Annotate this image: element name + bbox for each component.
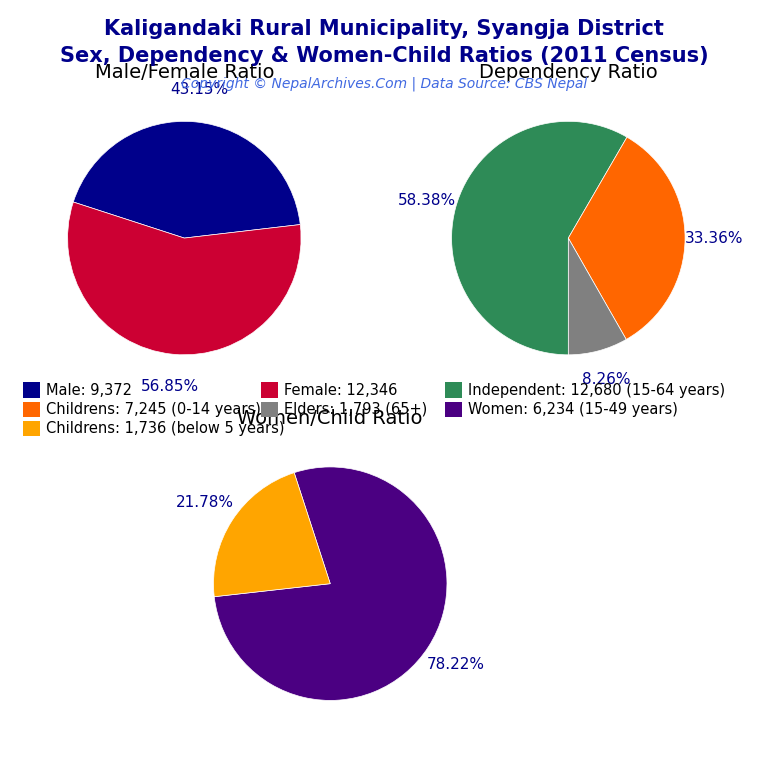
Title: Women/Child Ratio: Women/Child Ratio xyxy=(237,409,423,428)
Text: Female: 12,346: Female: 12,346 xyxy=(284,382,398,398)
Wedge shape xyxy=(214,472,330,597)
Text: 43.15%: 43.15% xyxy=(170,82,228,97)
Title: Dependency Ratio: Dependency Ratio xyxy=(479,63,657,82)
Text: 56.85%: 56.85% xyxy=(141,379,199,394)
Text: 78.22%: 78.22% xyxy=(427,657,485,672)
Wedge shape xyxy=(73,121,300,238)
Text: Women: 6,234 (15-49 years): Women: 6,234 (15-49 years) xyxy=(468,402,678,417)
Text: 33.36%: 33.36% xyxy=(685,231,743,246)
Wedge shape xyxy=(68,202,301,355)
Text: Childrens: 1,736 (below 5 years): Childrens: 1,736 (below 5 years) xyxy=(46,421,285,436)
Text: Elders: 1,793 (65+): Elders: 1,793 (65+) xyxy=(284,402,428,417)
Wedge shape xyxy=(568,238,626,355)
Text: Independent: 12,680 (15-64 years): Independent: 12,680 (15-64 years) xyxy=(468,382,726,398)
Text: 21.78%: 21.78% xyxy=(176,495,233,510)
Wedge shape xyxy=(214,467,447,700)
Wedge shape xyxy=(568,137,685,339)
Title: Male/Female Ratio: Male/Female Ratio xyxy=(94,63,274,82)
Text: Sex, Dependency & Women-Child Ratios (2011 Census): Sex, Dependency & Women-Child Ratios (20… xyxy=(60,46,708,66)
Text: Childrens: 7,245 (0-14 years): Childrens: 7,245 (0-14 years) xyxy=(46,402,261,417)
Wedge shape xyxy=(452,121,627,355)
Text: 8.26%: 8.26% xyxy=(581,372,630,386)
Text: Kaligandaki Rural Municipality, Syangja District: Kaligandaki Rural Municipality, Syangja … xyxy=(104,19,664,39)
Text: Male: 9,372: Male: 9,372 xyxy=(46,382,132,398)
Text: 58.38%: 58.38% xyxy=(399,193,456,207)
Text: Copyright © NepalArchives.Com | Data Source: CBS Nepal: Copyright © NepalArchives.Com | Data Sou… xyxy=(181,77,587,91)
